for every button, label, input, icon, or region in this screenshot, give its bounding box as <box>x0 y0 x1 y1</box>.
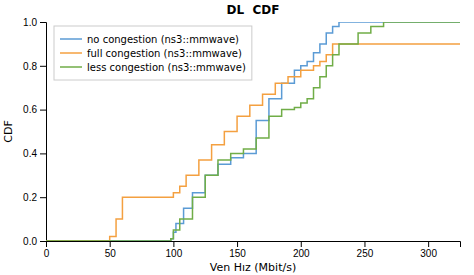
y-tick-label: 0.2 <box>23 192 37 203</box>
x-tick: 150 <box>229 241 246 259</box>
y-tick-label: 0.4 <box>23 148 37 159</box>
x-tick: 250 <box>357 241 374 259</box>
y-tick: 0.2 <box>23 192 46 203</box>
chart-svg: 0 50 100 150 200 250 300 0.0 0.2 0.4 0.6 0.8 1.0 no c… <box>0 0 474 275</box>
x-tick-label: 0 <box>44 248 50 259</box>
legend-label: no congestion (ns3::mmwave) <box>87 34 239 45</box>
y-tick-label: 0.6 <box>23 104 37 115</box>
y-tick-mark <box>40 22 46 23</box>
chart-container: 0 50 100 150 200 250 300 0.0 0.2 0.4 0.6 0.8 1.0 no c… <box>0 0 474 275</box>
x-tick: 200 <box>293 241 310 259</box>
legend: no congestion (ns3::mmwave)full congesti… <box>54 26 252 80</box>
x-tick-mark <box>301 241 302 247</box>
y-tick: 0.8 <box>23 61 46 72</box>
x-tick-mark <box>237 241 238 247</box>
legend-label: less congestion (ns3::mmwave) <box>87 62 246 73</box>
chart-title: DL CDF <box>227 3 280 17</box>
x-tick-label: 150 <box>229 248 246 259</box>
series-line <box>46 22 460 241</box>
y-axis-title: CDF <box>2 120 15 142</box>
y-tick-label: 0.8 <box>23 61 37 72</box>
y-tick: 0.6 <box>23 104 46 115</box>
legend-swatch <box>60 38 82 40</box>
x-axis-line <box>47 242 461 248</box>
x-tick-label: 50 <box>105 248 117 259</box>
y-tick: 1.0 <box>23 17 46 28</box>
x-axis: 0 50 100 150 200 250 300 <box>44 241 461 259</box>
x-tick-mark <box>173 241 174 247</box>
plot-area: 0 50 100 150 200 250 300 0.0 0.2 0.4 0.6 0.8 1.0 no c… <box>23 17 460 259</box>
legend-box <box>54 26 252 80</box>
legend-swatch <box>60 52 82 54</box>
y-axis-line <box>40 23 47 242</box>
y-tick-mark <box>40 66 46 67</box>
x-tick-mark <box>110 241 111 247</box>
y-tick: 0.4 <box>23 148 46 159</box>
y-tick-mark <box>40 110 46 111</box>
x-axis-title: Ven Hız (Mbit/s) <box>210 261 296 274</box>
lines <box>46 22 460 241</box>
x-tick-label: 250 <box>357 248 374 259</box>
x-tick: 100 <box>166 241 183 259</box>
x-tick-label: 300 <box>420 248 437 259</box>
x-tick-mark <box>428 241 429 247</box>
y-tick-label: 1.0 <box>23 17 37 28</box>
x-tick: 50 <box>105 241 117 259</box>
legend-label: full congestion (ns3::mmwave) <box>87 48 242 59</box>
y-tick-mark <box>40 241 46 242</box>
x-tick: 300 <box>420 241 437 259</box>
x-tick-mark <box>364 241 365 247</box>
series-line <box>46 22 460 241</box>
y-axis: 0.0 0.2 0.4 0.6 0.8 1.0 <box>23 17 46 247</box>
x-tick: 0 <box>44 241 50 259</box>
y-tick-label: 0.0 <box>23 236 37 247</box>
x-tick-label: 200 <box>293 248 310 259</box>
x-tick-label: 100 <box>166 248 183 259</box>
y-tick-mark <box>40 197 46 198</box>
legend-swatch <box>60 66 82 68</box>
y-tick-mark <box>40 153 46 154</box>
y-tick: 0.0 <box>23 236 46 247</box>
